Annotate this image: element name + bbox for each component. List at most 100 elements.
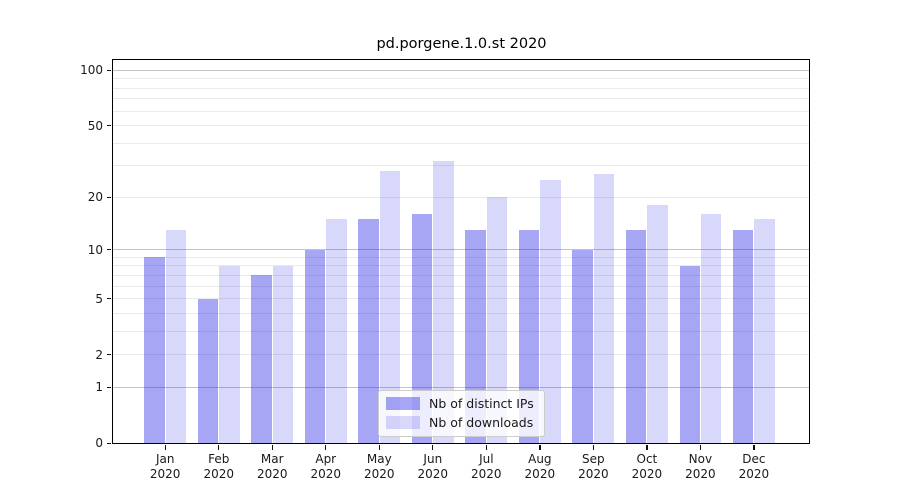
x-tick-year: 2020 (417, 467, 449, 482)
x-tick-month: May (366, 452, 392, 467)
x-tick-label-dec: Dec 2020 (724, 452, 784, 482)
major-gridline (113, 249, 810, 251)
minor-gridline (113, 196, 810, 198)
x-tick-year: 2020 (363, 467, 395, 482)
y-tick-mark (106, 69, 112, 72)
bar-downloads-feb (219, 265, 240, 444)
bar-distinct-ips-oct (625, 230, 647, 444)
x-tick-mark (699, 445, 702, 450)
minor-gridline (113, 87, 810, 89)
bar-downloads-jan (165, 230, 187, 444)
x-tick-year: 2020 (203, 467, 234, 482)
minor-gridline (113, 330, 810, 332)
y-tick-label: 2 (95, 347, 103, 362)
x-tick-mark (485, 445, 487, 450)
x-tick-month: Jun (423, 452, 443, 467)
x-tick-mark (753, 445, 755, 450)
x-tick-mark (325, 445, 327, 450)
bar-downloads-sep (593, 174, 615, 444)
x-tick-month: Dec (742, 452, 766, 467)
legend-item-distinct-ips: Nb of distinct IPs (386, 394, 536, 413)
x-tick-year: 2020 (310, 467, 342, 482)
x-tick-month: Mar (260, 452, 284, 467)
x-tick-mark (432, 445, 434, 450)
x-tick-month: Sep (582, 452, 605, 467)
y-tick-label: 1 (95, 380, 103, 395)
y-tick-label: 5 (95, 291, 103, 306)
x-tick-label-feb: Feb 2020 (189, 452, 249, 482)
legend-swatch-downloads (386, 416, 420, 429)
bar-distinct-ips-mar (251, 275, 272, 444)
minor-gridline (113, 165, 810, 167)
minor-gridline (113, 98, 810, 100)
bar-distinct-ips-dec (733, 230, 754, 444)
x-tick-month: Nov (688, 452, 713, 467)
bar-downloads-may (379, 171, 401, 444)
x-tick-year: 2020 (149, 467, 181, 482)
y-tick-label: 0 (95, 436, 103, 451)
y-tick-label: 20 (87, 190, 103, 205)
x-tick-month: Oct (636, 452, 658, 467)
bar-distinct-ips-feb (197, 298, 219, 444)
x-tick-month: Aug (528, 452, 552, 467)
y-tick-mark (106, 124, 112, 127)
y-tick-mark (106, 196, 112, 199)
x-tick-year: 2020 (471, 467, 502, 482)
legend-swatch-distinct-ips (386, 397, 420, 410)
legend: Nb of distinct IPs Nb of downloads (378, 389, 545, 437)
chart-title: pd.porgene.1.0.st 2020 (376, 36, 547, 52)
legend-label-distinct-ips: Nb of distinct IPs (429, 396, 534, 411)
bar-downloads-jul (486, 197, 508, 444)
minor-gridline (113, 125, 810, 127)
x-tick-mark (378, 445, 380, 450)
x-tick-mark (271, 445, 273, 450)
x-tick-label-jul: Jul 2020 (456, 452, 516, 482)
minor-gridline (113, 274, 810, 276)
minor-gridline (113, 298, 810, 300)
y-tick-label: 10 (87, 242, 103, 257)
y-tick-mark (106, 442, 112, 444)
x-tick-year: 2020 (524, 467, 556, 482)
x-tick-label-oct: Oct 2020 (617, 452, 677, 482)
x-tick-year: 2020 (256, 467, 288, 482)
x-tick-year: 2020 (738, 467, 770, 482)
x-tick-mark (164, 445, 166, 450)
y-tick-mark (106, 248, 112, 251)
minor-gridline (113, 265, 810, 267)
legend-label-downloads: Nb of downloads (429, 415, 534, 430)
y-tick-label: 100 (80, 63, 103, 78)
x-tick-label-jan: Jan 2020 (135, 452, 195, 482)
minor-gridline (113, 256, 810, 258)
x-tick-label-jun: Jun 2020 (403, 452, 463, 482)
x-tick-label-sep: Sep 2020 (563, 452, 623, 482)
bar-distinct-ips-apr (304, 249, 326, 444)
minor-gridline (113, 312, 810, 314)
minor-gridline (113, 142, 810, 144)
y-tick-mark (106, 297, 112, 300)
bar-distinct-ips-nov (679, 265, 700, 444)
bar-downloads-oct (647, 205, 668, 444)
x-tick-mark (539, 445, 541, 450)
bar-downloads-jun (433, 160, 454, 444)
x-tick-month: Feb (208, 452, 230, 467)
x-tick-month: Jan (155, 452, 175, 467)
x-tick-label-may: May 2020 (349, 452, 409, 482)
major-gridline (113, 386, 810, 388)
bar-downloads-nov (700, 214, 722, 444)
x-tick-mark (218, 445, 220, 450)
x-tick-year: 2020 (685, 467, 716, 482)
bar-downloads-mar (272, 265, 294, 444)
bar-distinct-ips-sep (572, 249, 593, 444)
major-gridline (113, 69, 810, 71)
bar-downloads-aug (540, 180, 561, 444)
y-tick-label: 50 (87, 118, 103, 133)
bar-distinct-ips-may (358, 219, 379, 444)
x-tick-year: 2020 (578, 467, 609, 482)
bar-downloads-dec (754, 219, 775, 444)
x-tick-label-nov: Nov 2020 (670, 452, 730, 482)
x-tick-label-apr: Apr 2020 (296, 452, 356, 482)
x-tick-label-aug: Aug 2020 (510, 452, 570, 482)
x-tick-month: Jul (479, 452, 494, 467)
y-tick-mark (106, 353, 112, 356)
